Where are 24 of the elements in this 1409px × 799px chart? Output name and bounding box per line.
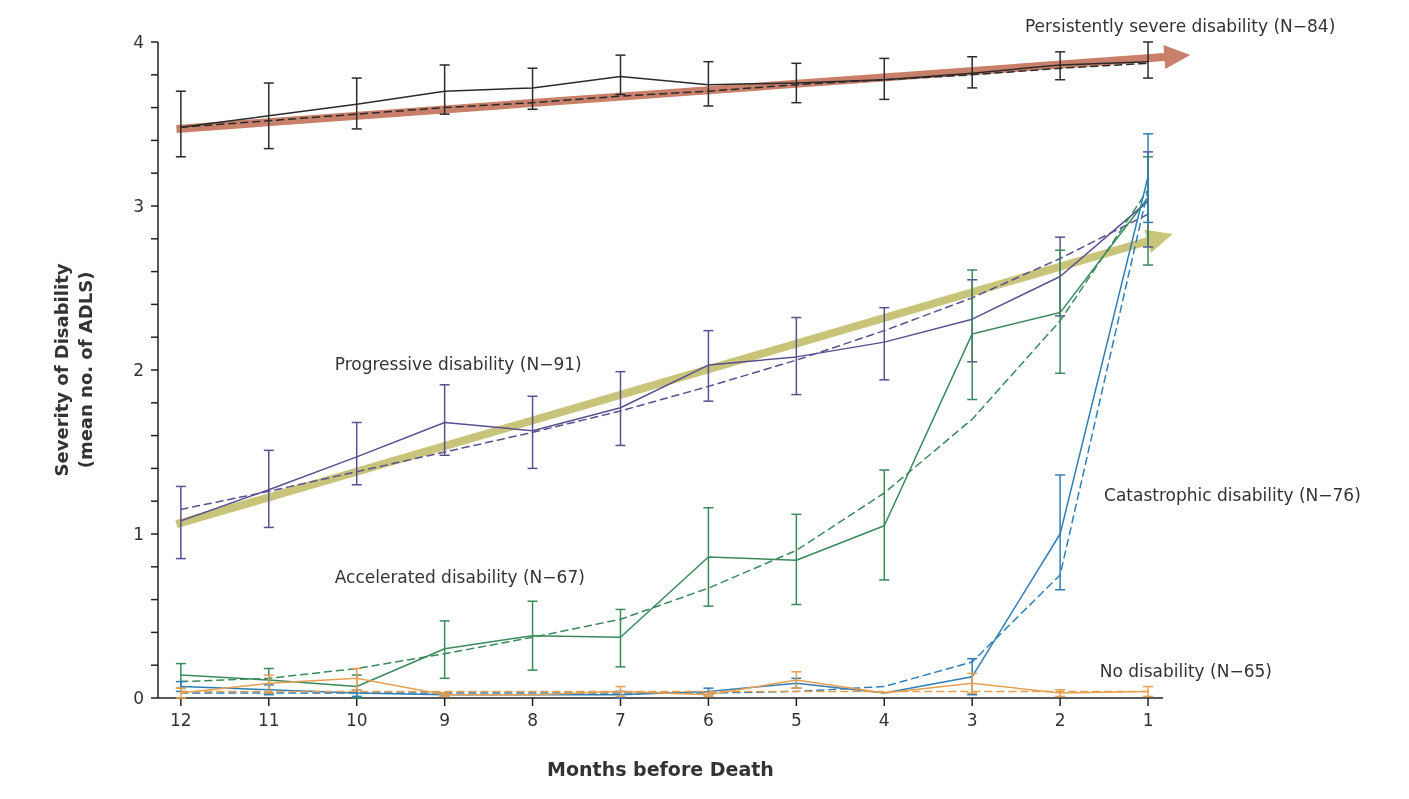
y-tick-label: 4: [133, 31, 144, 52]
y-axis-title: Severity of Disability (mean no. of ADLS): [51, 263, 96, 477]
x-tick-label: 3: [966, 710, 978, 730]
x-tick-label: 6: [703, 710, 714, 730]
x-tick-label: 2: [1054, 710, 1066, 730]
text: Accelerated disability (N−67): [334, 567, 585, 588]
series-label: Persistently severe disability (N−84): [1024, 16, 1336, 37]
text: Progressive disability (N−91): [334, 354, 582, 374]
x-tick-label: 11: [257, 710, 280, 730]
y-tick-label: 0: [133, 687, 144, 708]
x-axis-title: Months before Death: [547, 758, 774, 780]
series-label: Catastrophic disability (N−76): [1104, 485, 1361, 506]
y-tick-label: 1: [133, 523, 144, 544]
x-tick-label: 10: [345, 710, 368, 730]
y-tick-label: 3: [133, 195, 144, 216]
y-tick-label: 2: [133, 359, 144, 380]
x-tick-label: 5: [790, 710, 802, 730]
x-tick-label: 4: [878, 710, 890, 730]
x-tick-label: 9: [439, 710, 451, 730]
x-tick-label: 8: [527, 710, 538, 730]
series-label: No disability (N−65): [1099, 660, 1272, 681]
x-tick-label: 1: [1142, 710, 1154, 730]
x-tick-label: 12: [170, 710, 192, 730]
x-tick-label: 7: [615, 710, 626, 730]
